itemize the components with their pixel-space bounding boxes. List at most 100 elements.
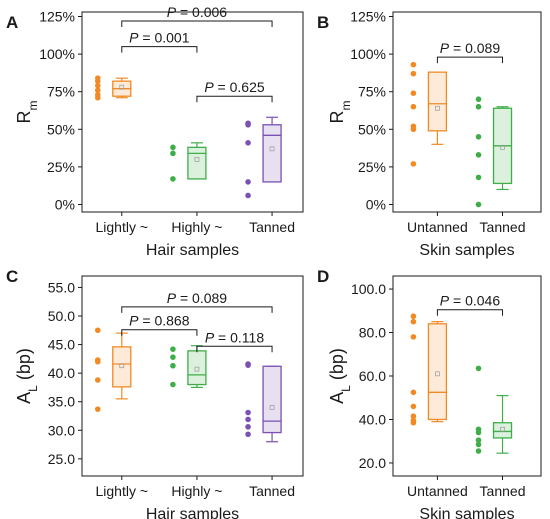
y-tick-label: 60.0 [359, 368, 386, 384]
data-point [475, 201, 482, 208]
data-point [94, 82, 101, 89]
data-point [410, 161, 417, 167]
data-point [245, 409, 251, 416]
y-tick-label: 40.0 [48, 365, 75, 381]
x-axis-label: Skin samples [419, 506, 514, 519]
panel-letter: B [317, 13, 329, 32]
y-axis-label: AL (bp) [14, 348, 40, 404]
data-point [245, 140, 251, 146]
box [187, 146, 207, 180]
data-point [245, 431, 251, 438]
data-point [475, 134, 482, 140]
y-tick-label: 100% [350, 46, 386, 62]
p-value-label: P = 0.089 [167, 290, 228, 306]
significance-bracket: P = 0.001 [121, 30, 198, 53]
box [492, 422, 513, 439]
data-point [475, 174, 482, 181]
y-tick-label: 50% [47, 121, 75, 137]
mean-marker [194, 157, 200, 162]
data-point [245, 416, 251, 423]
data-point [475, 429, 482, 436]
y-tick-label: 125% [350, 9, 386, 25]
plot-frame [392, 11, 542, 213]
significance-bracket: P = 0.868 [121, 313, 198, 336]
bracket-line [436, 309, 504, 316]
data-point [170, 144, 176, 151]
series-2 [245, 361, 282, 443]
mean-marker [269, 405, 275, 410]
data-point [170, 354, 176, 360]
p-value-label: P = 0.118 [205, 329, 265, 345]
series-1 [170, 345, 207, 389]
series-0 [410, 61, 448, 167]
y-tick-label: 20.0 [359, 455, 386, 471]
data-point [94, 358, 101, 365]
data-point [475, 365, 482, 372]
mean-marker [435, 371, 440, 377]
mean-marker [435, 105, 440, 111]
x-axis-label: Skin samples [419, 242, 514, 259]
x-axis-label: Hair samples [146, 506, 239, 519]
data-point [170, 150, 176, 157]
bracket-line [436, 56, 504, 64]
x-tick-label: Highly ~ [171, 219, 222, 235]
panel-letter: C [6, 267, 18, 286]
data-point [475, 437, 482, 443]
y-tick-label: 30.0 [48, 422, 75, 438]
p-value-label: P = 0.089 [440, 40, 501, 56]
data-point [410, 419, 417, 426]
x-tick-label: Tanned [249, 483, 295, 499]
y-tick-label: 50.0 [48, 308, 75, 324]
data-point [410, 334, 417, 340]
mean-marker [269, 146, 275, 152]
y-tick-label: 40.0 [359, 411, 386, 427]
panel-b: B 0% 25% 50% 75% 100% 125% Untanned Tanned Skin s… [317, 9, 542, 259]
y-tick-label: 35.0 [48, 394, 75, 410]
data-point [245, 362, 251, 368]
data-point [475, 441, 482, 448]
data-point [410, 413, 417, 420]
y-axis-label: Rm [14, 101, 40, 124]
data-point [475, 448, 482, 454]
data-point [410, 70, 417, 77]
p-value-label: P = 0.006 [167, 4, 228, 20]
data-point [170, 381, 176, 388]
plot-frame [81, 11, 304, 213]
data-point [475, 103, 482, 110]
y-tick-label: 45.0 [48, 337, 75, 353]
significance-bracket: P = 0.625 [196, 79, 273, 103]
mean-marker [500, 426, 505, 432]
mean-marker [119, 84, 125, 90]
data-point [410, 318, 417, 325]
series-1 [475, 365, 513, 454]
data-point [410, 126, 417, 133]
plot-frame [81, 275, 304, 477]
bracket-line [121, 20, 273, 28]
data-point [94, 406, 101, 412]
x-tick-label: Tanned [480, 483, 526, 499]
y-tick-label: 75% [358, 84, 386, 100]
significance-bracket: P = 0.118 [196, 329, 273, 353]
p-value-label: P = 0.868 [129, 313, 190, 329]
data-point [94, 377, 101, 383]
data-point [475, 96, 482, 103]
mean-marker [500, 144, 505, 150]
p-value-label: P = 0.001 [129, 30, 190, 46]
data-point [410, 403, 417, 410]
data-point [410, 313, 417, 320]
data-point [94, 94, 101, 101]
x-tick-label: Untanned [407, 483, 468, 499]
y-tick-label: 100.0 [351, 281, 386, 297]
data-point [245, 192, 251, 199]
data-point [94, 78, 101, 84]
bracket-line [121, 46, 198, 53]
series-0 [94, 327, 132, 412]
x-tick-label: Lightly ~ [96, 483, 149, 499]
series-0 [94, 75, 132, 101]
bracket-line [196, 95, 273, 103]
x-tick-label: Untanned [407, 219, 468, 235]
data-point [170, 176, 176, 182]
data-point [245, 121, 251, 128]
y-tick-label: 100% [39, 46, 75, 62]
y-tick-label: 0% [366, 196, 386, 212]
